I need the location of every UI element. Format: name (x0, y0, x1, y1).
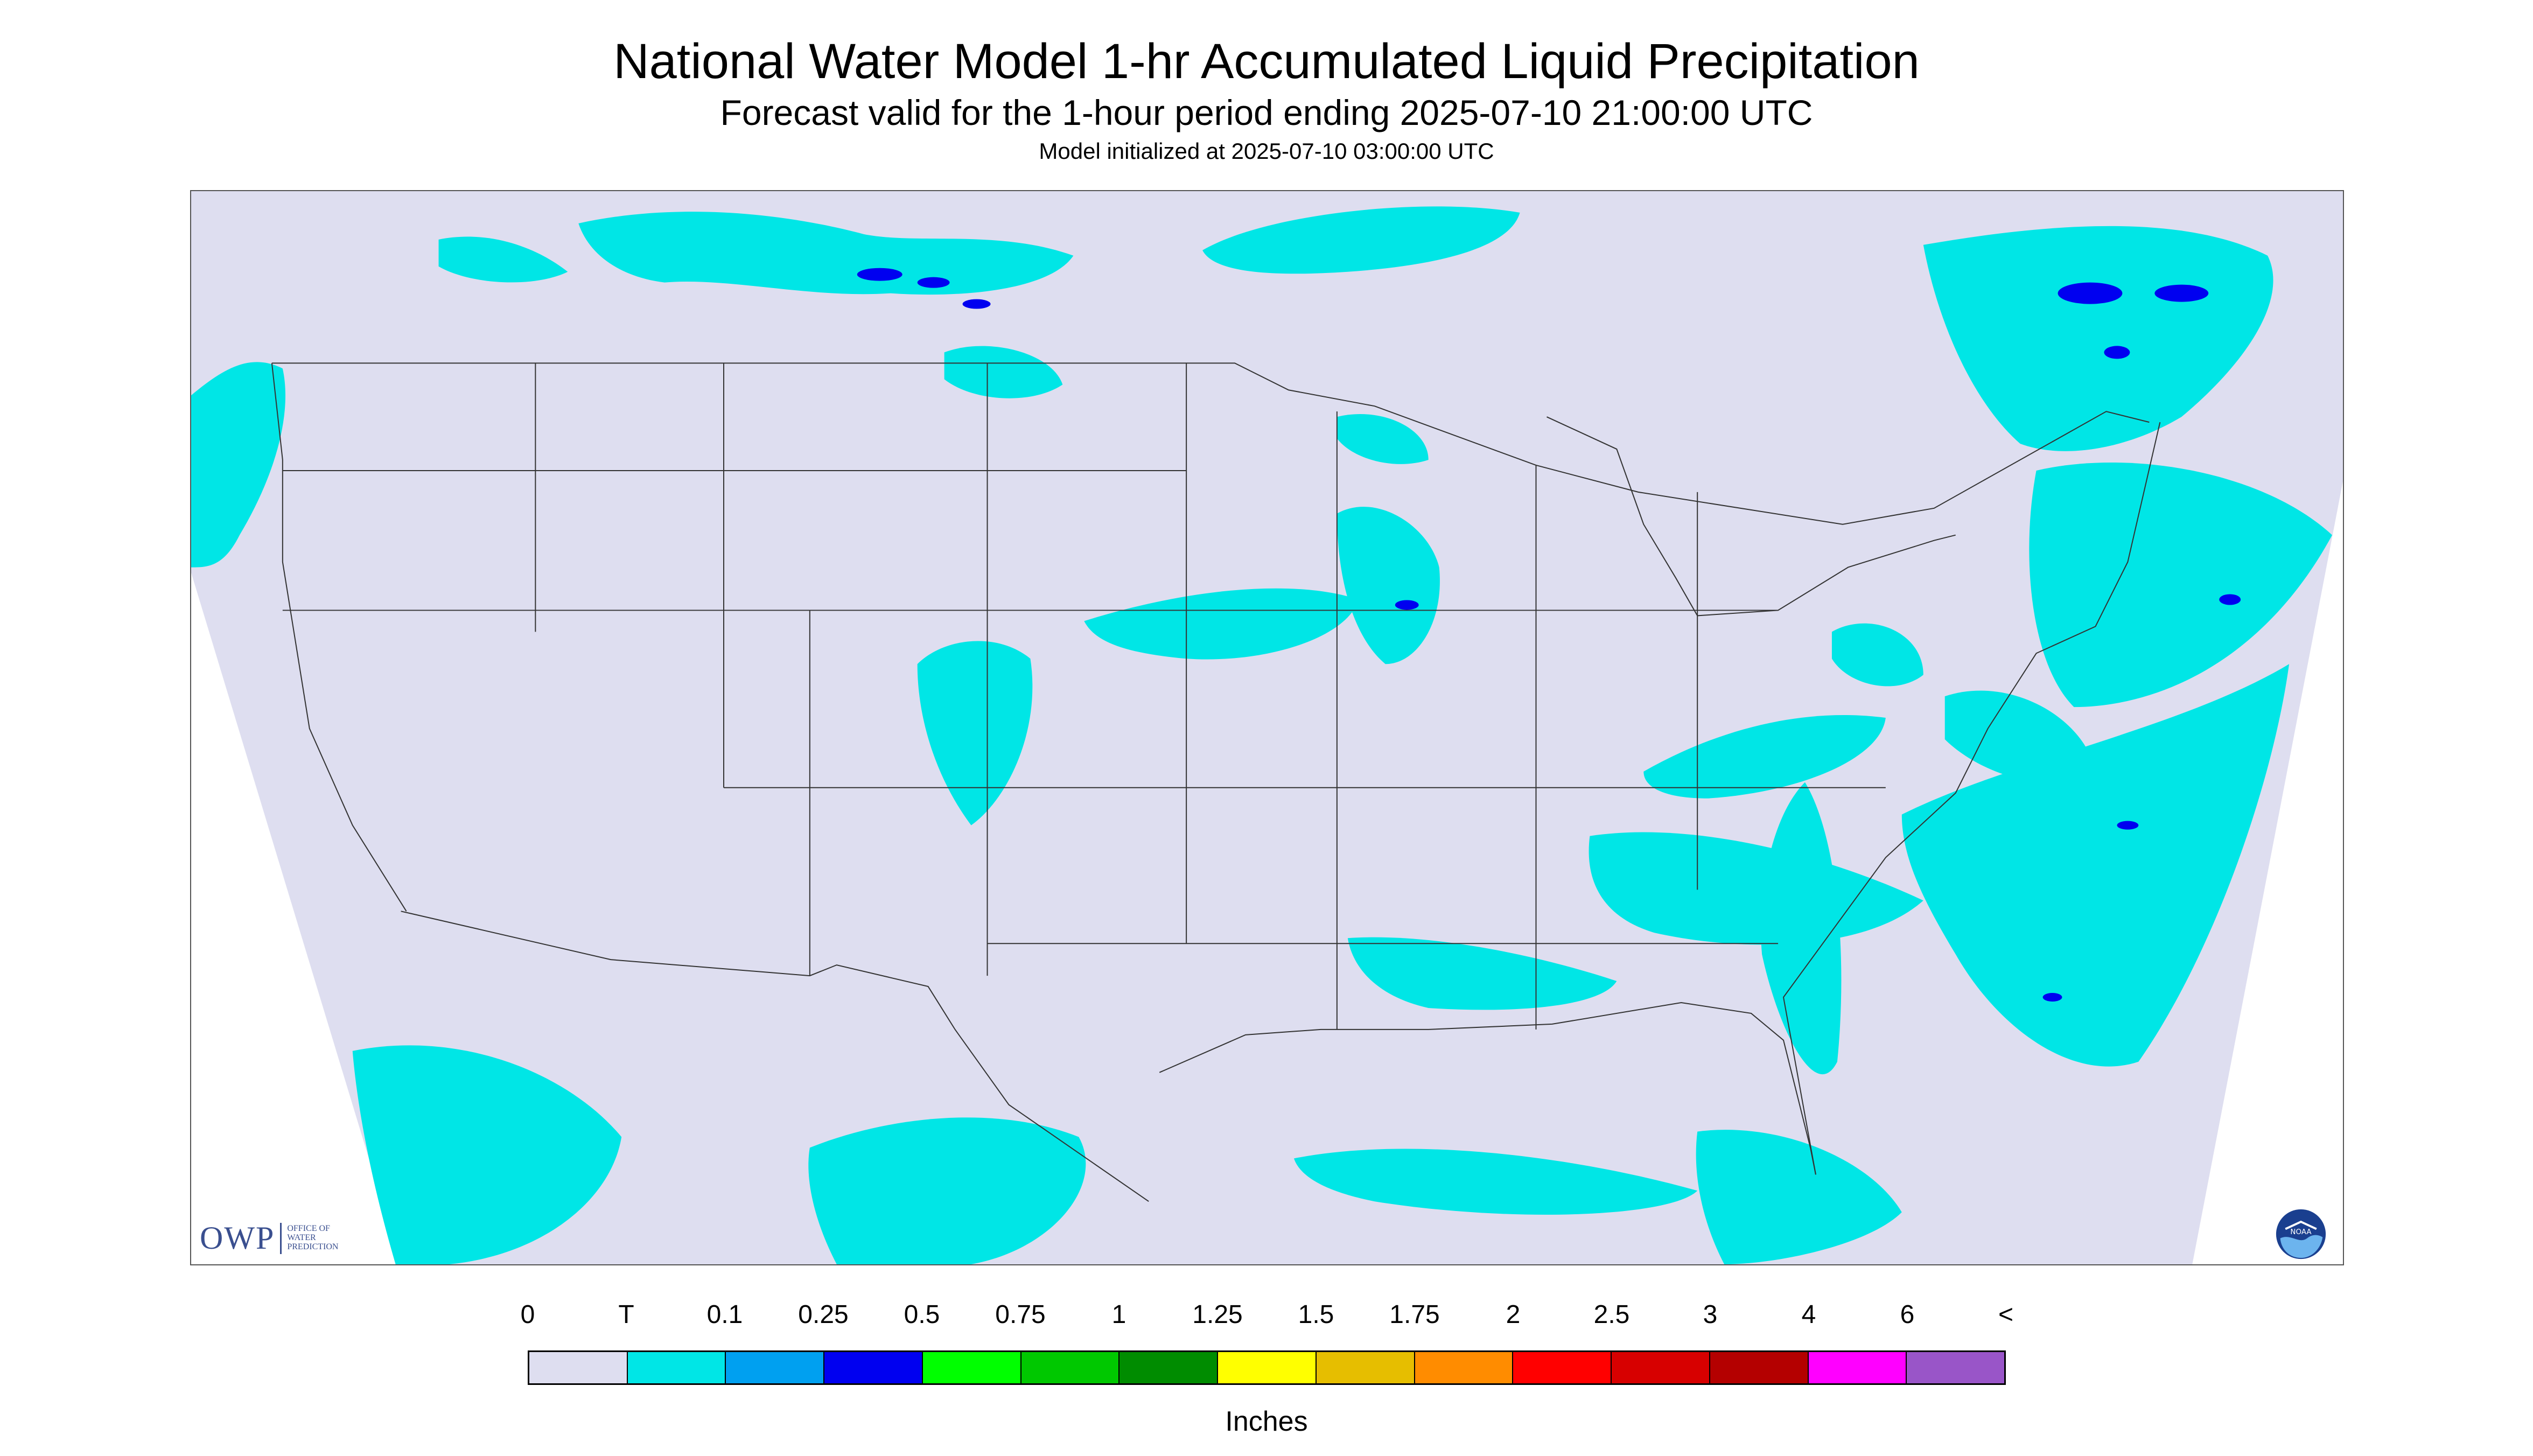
pacific-coast (271, 363, 407, 912)
legend-swatch (1612, 1352, 1710, 1383)
legend-swatch (627, 1352, 726, 1383)
legend-tick-label: 1.25 (1192, 1300, 1243, 1329)
us-mexico-border (401, 911, 1149, 1202)
owp-logo-mark: OWP (200, 1220, 275, 1256)
legend-tick-label: 1 (1111, 1300, 1126, 1329)
legend-swatch (529, 1352, 628, 1383)
owp-logo-text: OFFICE OF WATER PREDICTION (287, 1224, 339, 1251)
legend-swatch (1119, 1352, 1219, 1383)
noaa-logo: NOAA (2276, 1209, 2326, 1259)
trace-precip-areas (191, 206, 2333, 1264)
heavy-precip-cores (857, 268, 2241, 1002)
legend-swatch (1218, 1352, 1317, 1383)
noaa-logo-text: NOAA (2290, 1228, 2312, 1236)
legend-swatch (726, 1352, 825, 1383)
legend-tick-label: 1.5 (1298, 1300, 1334, 1329)
legend-tick-label: 6 (1900, 1300, 1915, 1329)
legend-swatch (1808, 1352, 1907, 1383)
legend-tick-label: 1.75 (1389, 1300, 1440, 1329)
precipitation-map: OWP OFFICE OF WATER PREDICTION NOAA (190, 190, 2344, 1265)
gulf-coast (1159, 1002, 1816, 1175)
model-init-text: Model initialized at 2025-07-10 03:00:00… (1039, 138, 1494, 164)
owp-logo: OWP OFFICE OF WATER PREDICTION (200, 1220, 338, 1257)
legend-swatch (1415, 1352, 1514, 1383)
legend-swatch (1316, 1352, 1415, 1383)
legend-tick-label: < (1998, 1300, 2014, 1329)
owp-logo-divider (280, 1222, 282, 1254)
legend-swatch (1907, 1352, 2005, 1383)
legend-tick-label: 0.25 (798, 1300, 849, 1329)
map-title: National Water Model 1-hr Accumulated Li… (613, 34, 1920, 89)
map-subtitle: Forecast valid for the 1-hour period end… (720, 93, 1813, 132)
legend-swatch (824, 1352, 923, 1383)
legend-tick-label: 0.5 (904, 1300, 940, 1329)
legend-tick-label: 4 (1801, 1300, 1816, 1329)
color-legend: 0 T 0.1 0.25 0.5 0.75 1 1.25 1.5 1.75 2 2.5 3 4 6 < (521, 1292, 2013, 1416)
legend-swatch (1513, 1352, 1612, 1383)
legend-tick-label: 0.75 (995, 1300, 1046, 1329)
legend-swatch (1021, 1352, 1120, 1383)
legend-tick-label: 2.5 (1593, 1300, 1630, 1329)
map-canvas (191, 191, 2343, 1264)
legend-swatch (922, 1352, 1021, 1383)
legend-swatches (528, 1350, 2006, 1385)
legend-tick-label: T (618, 1300, 634, 1329)
great-lakes (1547, 416, 1956, 617)
legend-tick-label: 0 (520, 1300, 535, 1329)
legend-tick-label: 3 (1703, 1300, 1718, 1329)
legend-units-label: Inches (1225, 1406, 1308, 1437)
atlantic-coast (1782, 422, 2161, 1175)
legend-tick-label: 2 (1506, 1300, 1521, 1329)
legend-tick-label: 0.1 (706, 1300, 743, 1329)
political-boundaries (271, 362, 2161, 1202)
legend-swatch (1710, 1352, 1809, 1383)
